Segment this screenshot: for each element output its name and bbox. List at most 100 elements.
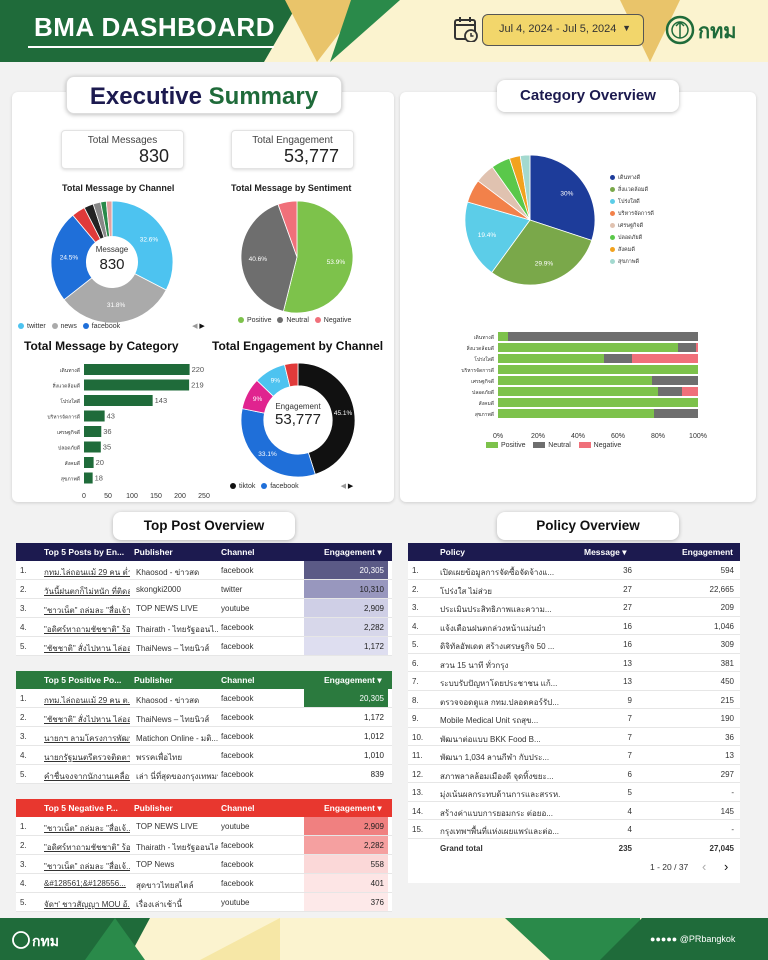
channel-donut-chart[interactable]: 32.6% 31.8% 24.5% [50, 200, 174, 324]
post-link[interactable]: "ชัชชาติ" สั่งไปหาน ไล่ออก... [44, 715, 130, 724]
category-sentiment-stacked-bar-chart[interactable]: เดินทางดีสิ่งแวดล้อมดีโปร่งใสดีบริหารจัด… [414, 328, 726, 440]
table-row[interactable]: 3. นายกฯ ลามโครงการพัฒนา... Matichon Onlin… [16, 727, 392, 746]
legend-page-arrows[interactable]: ◀ ▶ [192, 323, 205, 330]
col-message[interactable]: Message ▾ [584, 547, 627, 557]
col-channel[interactable]: Channel [221, 675, 255, 685]
row-index: 6. [412, 658, 419, 668]
table-row[interactable]: 2. โปร่งใส ไม่ส่วย 27 22,665 [408, 580, 740, 598]
bar-สุขภาพดี [84, 472, 93, 484]
stack-category-label: เดินทางดี [474, 334, 494, 341]
table-row[interactable]: 4. นายกรัฐมนตรีตรวจติดตาม... พรรคเพื่อไทย f… [16, 746, 392, 765]
col-post[interactable]: Top 5 Posts by En... [44, 547, 125, 557]
table-row[interactable]: 5. จัดฯ' ชาวสัญญา MOU อ้... เรื่องเล่าเช้า… [16, 893, 392, 912]
col-engagement[interactable]: Engagement ▾ [324, 547, 382, 557]
table-row[interactable]: 14. สร้างค่าแบบการยอมกระ ต่อยอ... 4 145 [408, 802, 740, 820]
table-row[interactable]: 1. กทม.ไล่ถอนแม้ 29 คน ต่ำ... Khaosod - ข่… [16, 561, 392, 580]
post-link[interactable]: &#128561;&#128556... [44, 879, 126, 888]
table-row[interactable]: 5. "ชัชชาติ" สั่งไปหาน ไล่ออกพ... ThaiNews… [16, 637, 392, 656]
top-posts-table: Top 5 Posts by En... Publisher Channel Enga… [16, 543, 392, 657]
post-link[interactable]: "อดิศร์ทาถามชัชชาติ" ร้องเลี้... [44, 843, 130, 852]
table-row[interactable]: 12. สภาพลาลล้อมเมืองดี จุดทิ้งขยะ... 6 297 [408, 765, 740, 783]
col-publisher[interactable]: Publisher [134, 803, 173, 813]
table-row[interactable]: 1. เปิดเผยข้อมูลการจัดซื้อจัดจ้างแ... 36 59… [408, 561, 740, 580]
slice-label: 9% [253, 396, 263, 403]
table-row[interactable]: 2. "ชัชชาติ" สั่งไปหาน ไล่ออก... ThaiNews … [16, 708, 392, 727]
table-row[interactable]: 6. สวน 15 นาที ทั่วกรุง 13 381 [408, 654, 740, 672]
table-header: Top 5 Negative P... Publisher Channel Engag… [16, 799, 392, 817]
post-link[interactable]: กทม.ไล่ถอนแม้ 29 คน ต... [44, 696, 130, 705]
post-link[interactable]: "ชัชชาติ" สั่งไปหาน ไล่ออกพ... [44, 644, 130, 653]
instagram-icon[interactable]: ● [660, 934, 667, 944]
table-row[interactable]: 3. "ชาวเน็ต" ถล่มละ "สื่อเจ้าผู้... TOP NE… [16, 599, 392, 618]
table-row[interactable]: 13. มุ่งเน้นผลกระทบด้านการและสรรห... 5 - [408, 783, 740, 802]
engagement-donut-chart[interactable]: 45.1% 33.1% 9% 9% [240, 362, 356, 478]
row-index: 4. [20, 879, 27, 888]
legend-page-arrows[interactable]: ◀ ▶ [340, 483, 354, 490]
post-link[interactable]: นายกรัฐมนตรีตรวจติดตาม... [44, 753, 130, 762]
header: BMA DASHBOARD Jul 4, 2024 - Jul 5, 2024 … [0, 0, 768, 62]
table-row[interactable]: 5. ดิจิทัลอัพเดต สร้างเศรษฐกิจ 50 ... 16 30… [408, 635, 740, 654]
col-engagement[interactable]: Engagement ▾ [324, 675, 382, 685]
col-publisher[interactable]: Publisher [134, 547, 173, 557]
table-row[interactable]: 7. ระบบรับปัญหาโดยประชาชน แก้... 13 450 [408, 672, 740, 691]
post-link[interactable]: นายกฯ ลามโครงการพัฒนา... [44, 734, 130, 743]
bar-value-label: 18 [95, 474, 103, 483]
table-row[interactable]: 2. วันนี้ฝนตกก็ไม่หนัก ที่ติดล... skongki2… [16, 580, 392, 599]
title-underline [28, 46, 274, 48]
table-row[interactable]: 15. กรุงเทพฯพื้นที่แห่งเผยแพร่และต่อ... 4 - [408, 820, 740, 839]
col-engagement[interactable]: Engagement ▾ [324, 803, 382, 813]
x-tick-label: 150 [150, 493, 162, 500]
post-link[interactable]: "ชาวเน็ต" ถล่มละ "สื่อเจ้... [44, 824, 130, 833]
table-row[interactable]: 1. "ชาวเน็ต" ถล่มละ "สื่อเจ้... TOP NEWS L… [16, 817, 392, 836]
post-link[interactable]: กทม.ไล่ถอนแม้ 29 คน ต่ำ... [44, 568, 130, 577]
table-row[interactable]: 1. กทม.ไล่ถอนแม้ 29 คน ต... Khaosod - ข่าว… [16, 689, 392, 708]
channel: facebook [221, 623, 254, 632]
post-link[interactable]: จัดฯ' ชาวสัญญา MOU อ้... [44, 900, 130, 909]
engagement-value: 1,010 [304, 746, 388, 764]
calendar-icon[interactable] [454, 16, 478, 42]
col-post[interactable]: Top 5 Positive Po... [44, 675, 122, 685]
col-publisher[interactable]: Publisher [134, 675, 173, 685]
post-link[interactable]: "ชาวเน็ต" ถล่มละ "สื่อเจ้... [44, 862, 130, 871]
table-row[interactable]: 8. ตรวจจอดดูแล กทม.ปลอดคอร์รัป... 9 215 [408, 691, 740, 709]
social-icons[interactable]: ●●●●● @PRbangkok [650, 934, 735, 944]
table-row[interactable]: 5. คำชื่นจงจากนักงานเคลื่อนที่... เล่า นี่… [16, 765, 392, 784]
youtube-icon[interactable]: ● [666, 934, 672, 944]
category-overview-panel [400, 92, 756, 502]
donut-center-label: Engagement [275, 402, 321, 411]
table-row[interactable]: 4. &#128561;&#128556... สุดขาวไทยสไตล์ face… [16, 874, 392, 893]
table-row[interactable]: 9. Mobile Medical Unit รถสุข... 7 190 [408, 709, 740, 728]
stack-segment-neu [678, 343, 696, 352]
col-engagement[interactable]: Engagement [682, 547, 734, 557]
col-post[interactable]: Top 5 Negative P... [44, 803, 118, 813]
category-bar-chart[interactable]: เดินทางดี 220 สิ่งแวดล้อมดี 219 โปร่งใสดี 143… [20, 358, 220, 502]
col-channel[interactable]: Channel [221, 803, 255, 813]
post-link[interactable]: "ชาวเน็ต" ถล่มละ "สื่อเจ้าผู้... [44, 606, 130, 615]
col-policy[interactable]: Policy [440, 547, 466, 557]
slice-เดินทางดี [529, 154, 596, 241]
table-row[interactable]: 10. พัฒนาต่อแบบ BKK Food B... 7 36 [408, 728, 740, 746]
post-link[interactable]: "อดิศร์ทาถามชัชชาติ" ร้องเลี้... [44, 625, 130, 634]
table-row[interactable]: 3. ประเมินประสิทธิภาพและความ... 27 209 [408, 598, 740, 617]
post-link[interactable]: วันนี้ฝนตกก็ไม่หนัก ที่ติดล... [44, 587, 130, 596]
category-pie-chart[interactable]: 30% 29.9% 19.4% [464, 154, 596, 286]
prev-page-button[interactable]: ‹ [702, 859, 707, 874]
col-channel[interactable]: Channel [221, 547, 255, 557]
next-page-button[interactable]: › [724, 859, 729, 874]
sentiment-pie-chart[interactable]: 53.9% 40.6% [240, 200, 354, 314]
message-count: 4 [627, 806, 632, 816]
post-link[interactable]: คำชื่นจงจากนักงานเคลื่อนที่... [44, 772, 130, 781]
row-index: 1. [412, 566, 419, 575]
tiktok-icon[interactable]: ● [655, 934, 661, 944]
table-row[interactable]: 3. "ชาวเน็ต" ถล่มละ "สื่อเจ้... TOP News fa… [16, 855, 392, 874]
x-icon[interactable]: ● [671, 934, 678, 944]
table-row[interactable]: 4. แจ้งเตือนฝนตกล่วงหน้าแม่นยำ 16 1,046 [408, 617, 740, 635]
table-row[interactable]: 4. "อดิศร์ทาถามชัชชาติ" ร้องเลี้... Thaira… [16, 618, 392, 637]
table-row[interactable]: 11. พัฒนา 1,034 ลานกีฬา กับประ... 7 13 [408, 746, 740, 765]
date-range-picker[interactable]: Jul 4, 2024 - Jul 5, 2024 ▼ [482, 14, 644, 46]
table-row[interactable]: 2. "อดิศร์ทาถามชัชชาติ" ร้องเลี้... Thaira… [16, 836, 392, 855]
stack-segment-pos [498, 365, 698, 374]
slice-Neutral [240, 203, 298, 312]
message-count: 27 [623, 603, 632, 612]
facebook-icon[interactable]: ● [650, 934, 656, 944]
